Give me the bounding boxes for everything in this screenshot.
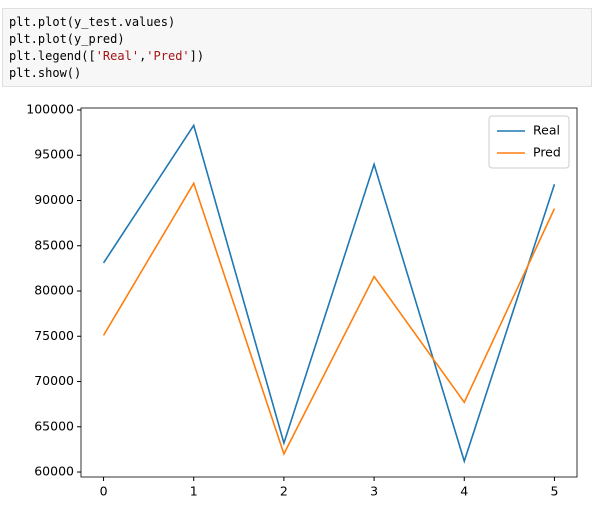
code-token: 'Pred' bbox=[146, 49, 190, 63]
code-line: plt.show() bbox=[9, 65, 585, 82]
series-line bbox=[102, 181, 556, 456]
code-token: plt.show() bbox=[9, 66, 82, 80]
x-tick-label: 2 bbox=[280, 484, 288, 499]
y-tick-label: 90000 bbox=[34, 192, 74, 207]
code-line: plt.plot(y_test.values) bbox=[9, 14, 585, 31]
y-tick-label: 75000 bbox=[34, 328, 74, 343]
x-tick-label: 1 bbox=[190, 484, 198, 499]
chart: 60000 65000 70000 75000 80000 85000 90000 95000… bbox=[26, 101, 578, 499]
y-tick-label: 80000 bbox=[34, 283, 74, 298]
code-line: plt.plot(y_pred) bbox=[9, 31, 585, 48]
code-token: 'Real' bbox=[95, 49, 140, 63]
legend-label: Real bbox=[533, 123, 560, 138]
code-token: ]) bbox=[189, 49, 205, 63]
y-tick-label: 95000 bbox=[34, 147, 74, 162]
y-tick-label: 65000 bbox=[34, 418, 74, 433]
y-tick-label: 85000 bbox=[34, 237, 74, 252]
code-token: plt.plot(y_test.values) bbox=[9, 15, 176, 29]
x-tick-label: 5 bbox=[550, 484, 558, 499]
legend-label: Pred bbox=[533, 145, 561, 160]
x-tick-label: 3 bbox=[370, 484, 378, 499]
plot-frame bbox=[80, 107, 578, 478]
y-tick-label: 100000 bbox=[26, 101, 74, 116]
y-tick-label: 60000 bbox=[34, 464, 74, 479]
series-line bbox=[102, 123, 556, 464]
y-tick-label: 70000 bbox=[34, 373, 74, 388]
x-tick-label: 0 bbox=[100, 484, 108, 499]
code-token: plt.plot(y_pred) bbox=[9, 32, 125, 46]
code-line: plt.legend(['Real','Pred']) bbox=[9, 48, 585, 65]
x-tick-label: 4 bbox=[460, 484, 468, 499]
code-token: , bbox=[139, 49, 147, 63]
legend-box bbox=[488, 115, 570, 169]
code-token: plt.legend([ bbox=[9, 49, 96, 63]
code-cell: plt.plot(y_test.values) plt.plot(y_pred)p… bbox=[2, 8, 592, 87]
